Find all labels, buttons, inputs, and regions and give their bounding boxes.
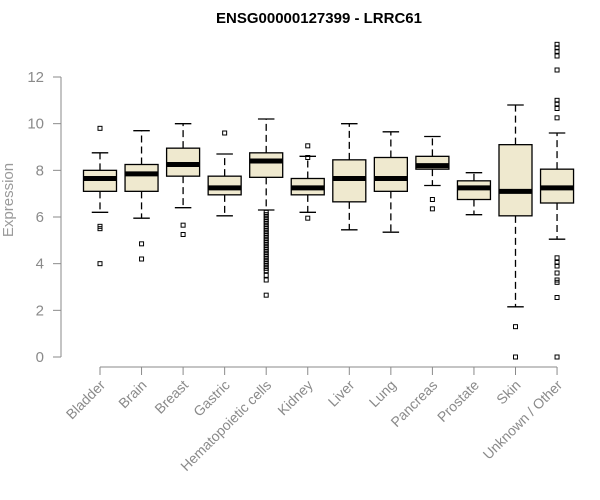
outlier-point (139, 241, 145, 247)
outlier-point (222, 130, 228, 136)
y-tick-label: 2 (36, 302, 44, 319)
iqr-box (249, 152, 284, 178)
outlier-point (554, 67, 560, 73)
box-series (82, 41, 575, 360)
y-tick-label: 6 (36, 209, 44, 226)
box-6 (332, 123, 367, 231)
outlier-point (554, 106, 560, 111)
box-10 (498, 104, 533, 360)
x-tick-label: Liver (325, 377, 358, 410)
outlier-point (305, 215, 311, 221)
box-3 (207, 130, 242, 217)
box-9 (456, 172, 492, 216)
outlier-point (429, 197, 435, 202)
outlier-point (180, 222, 186, 228)
outlier-point (554, 295, 560, 300)
x-tick-label: Unknown / Other (480, 377, 566, 463)
box-8 (415, 135, 450, 212)
x-tick-label: Bladder (63, 377, 109, 423)
outlier-point (305, 143, 311, 149)
y-tick-label: 8 (36, 162, 44, 179)
outlier-point (554, 354, 560, 360)
y-tick-label: 0 (36, 349, 44, 366)
chart-title: ENSG00000127399 - LRRC61 (216, 10, 422, 27)
box-11 (539, 41, 575, 360)
x-tick-label: Kidney (274, 377, 316, 419)
y-tick-label: 10 (27, 116, 44, 133)
iqr-box (124, 163, 159, 192)
outlier-point (429, 206, 435, 212)
outlier-point (97, 125, 103, 131)
outlier-point (263, 268, 269, 274)
outlier-point (554, 263, 560, 269)
outlier-point (554, 48, 560, 54)
box-2 (165, 123, 201, 237)
y-ticks: 0 2 4 6 8 10 12 (27, 69, 61, 366)
outlier-point (554, 53, 560, 59)
outlier-point (513, 324, 518, 330)
y-tick-label: 4 (36, 256, 44, 273)
outlier-point (513, 354, 518, 360)
box-0 (82, 125, 118, 267)
outlier-point (263, 292, 269, 298)
outlier-point (554, 115, 560, 121)
outlier-point (554, 270, 560, 276)
x-tick-label: Breast (151, 377, 191, 417)
box-4 (249, 118, 284, 298)
x-tick-label: Brain (115, 377, 149, 411)
x-tick-label: Prostate (434, 377, 482, 425)
outlier-point (554, 255, 560, 261)
outlier-point (263, 277, 269, 283)
y-tick-label: 12 (27, 69, 44, 86)
outlier-point (180, 232, 186, 237)
iqr-box (498, 144, 533, 217)
box-5 (290, 143, 325, 221)
box-1 (124, 130, 159, 262)
outlier-point (305, 155, 311, 160)
outlier-point (554, 101, 560, 107)
outlier-point (97, 226, 103, 232)
outlier-point (263, 272, 269, 278)
x-tick-label: Skin (493, 377, 524, 408)
outlier-point (554, 279, 560, 285)
outlier-point (139, 256, 145, 262)
x-tick-label: Lung (366, 377, 399, 410)
iqr-box (373, 156, 409, 192)
box-7 (373, 131, 409, 233)
y-axis-label: Expression (0, 163, 17, 237)
outlier-point (97, 261, 103, 267)
